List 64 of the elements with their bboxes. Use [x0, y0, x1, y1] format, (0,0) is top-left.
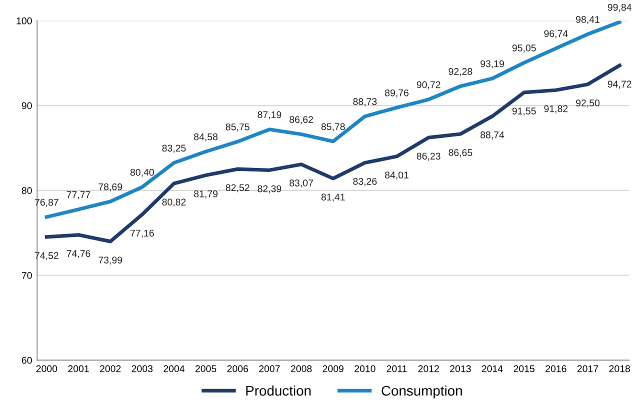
data-label: 89,76 [385, 89, 409, 98]
data-label: 99,84 [608, 4, 632, 12]
x-tick-label: 2007 [259, 365, 280, 372]
y-tick-label: 60 [22, 356, 32, 364]
data-label: 73,99 [98, 256, 122, 265]
x-tick-label: 2005 [195, 365, 216, 372]
data-label: 95,05 [512, 44, 536, 53]
data-label: 86,23 [416, 152, 440, 161]
data-label: 93,19 [480, 60, 504, 68]
data-label: 92,50 [576, 100, 600, 108]
data-label: 91,82 [544, 105, 568, 114]
x-tick-label: 2013 [450, 365, 471, 372]
data-label: 90,72 [416, 81, 440, 90]
x-tick-label: 2003 [132, 365, 153, 372]
data-label: 87,19 [258, 111, 282, 120]
data-label: 83,25 [162, 144, 186, 153]
x-tick-label: 2006 [227, 365, 248, 372]
data-label: 88,74 [480, 131, 504, 140]
data-label: 77,77 [66, 191, 90, 200]
data-label: 88,73 [353, 98, 377, 106]
x-tick-label: 2014 [482, 365, 503, 372]
data-label: 86,62 [290, 116, 313, 124]
data-label: 74,76 [66, 250, 90, 258]
data-label: 91,55 [512, 108, 536, 116]
x-tick-label: 2009 [322, 365, 344, 372]
data-label: 85,75 [226, 123, 250, 132]
data-label: 83,07 [290, 180, 313, 188]
x-tick-label: 2016 [546, 365, 566, 372]
y-tick-label: 90 [22, 102, 32, 110]
data-label: 81,41 [321, 194, 345, 202]
x-tick-label: 2015 [514, 365, 534, 372]
x-tick-label: 2017 [577, 365, 598, 372]
x-tick-label: 2004 [164, 365, 185, 372]
x-tick-label: 2002 [100, 365, 121, 372]
x-tick-label: 2018 [609, 365, 630, 372]
x-tick-label: 2001 [68, 365, 89, 372]
x-tick-label: 2000 [36, 365, 58, 372]
data-label: 94,72 [608, 80, 632, 89]
data-label: 92,28 [448, 68, 472, 76]
legend-label: Production [246, 385, 311, 396]
y-tick-label: 80 [22, 187, 32, 194]
data-label: 77,16 [130, 230, 154, 238]
data-label: 82,52 [226, 184, 250, 192]
data-label: 82,39 [258, 185, 282, 194]
x-tick-label: 2010 [354, 365, 376, 372]
y-tick-label: 70 [22, 272, 32, 279]
data-label: 86,65 [448, 149, 472, 158]
data-label: 76,87 [35, 198, 58, 207]
data-label: 81,79 [194, 190, 218, 198]
data-label: 78,69 [98, 183, 122, 192]
x-tick-label: 2012 [418, 365, 439, 372]
data-label: 83,26 [353, 178, 377, 186]
data-label: 84,01 [385, 172, 408, 180]
data-label: 80,82 [162, 198, 186, 207]
y-tick-label: 100 [16, 17, 32, 24]
data-label: 84,58 [194, 133, 218, 142]
data-label: 80,40 [130, 168, 154, 177]
data-label: 96,74 [544, 30, 568, 38]
data-label: 85,78 [321, 123, 345, 132]
data-label: 74,52 [35, 252, 58, 260]
x-tick-label: 2011 [386, 365, 407, 372]
legend-label: Consumption [382, 385, 462, 398]
data-label: 98,41 [576, 16, 600, 24]
x-tick-label: 2008 [290, 365, 312, 372]
